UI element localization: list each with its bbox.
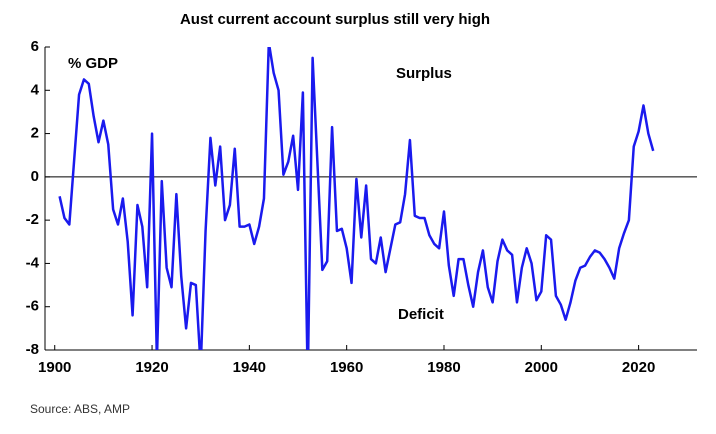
- y-tick-label: 4: [31, 81, 40, 98]
- annotation: Deficit: [398, 306, 444, 323]
- x-tick-label: 1900: [38, 359, 71, 376]
- x-tick-label: 1980: [427, 359, 460, 376]
- source: Source: ABS, AMP: [30, 402, 130, 416]
- y-tick-label: -8: [26, 341, 39, 358]
- x-tick-label: 1940: [233, 359, 266, 376]
- y-tick-label: 6: [31, 38, 39, 55]
- x-tick-label: 1960: [330, 359, 363, 376]
- y-tick-label: 2: [31, 125, 39, 142]
- annotation: % GDP: [68, 55, 118, 72]
- y-tick-label: -2: [26, 211, 39, 228]
- x-tick-label: 1920: [135, 359, 168, 376]
- annotation: Surplus: [396, 65, 452, 82]
- y-tick-label: 0: [31, 168, 39, 185]
- y-tick-label: -6: [26, 298, 39, 315]
- y-tick-label: -4: [26, 254, 40, 271]
- x-tick-label: 2000: [525, 359, 558, 376]
- chart-title: Aust current account surplus still very …: [180, 11, 490, 28]
- data-line: [58, 47, 655, 350]
- x-tick-label: 2020: [622, 359, 655, 376]
